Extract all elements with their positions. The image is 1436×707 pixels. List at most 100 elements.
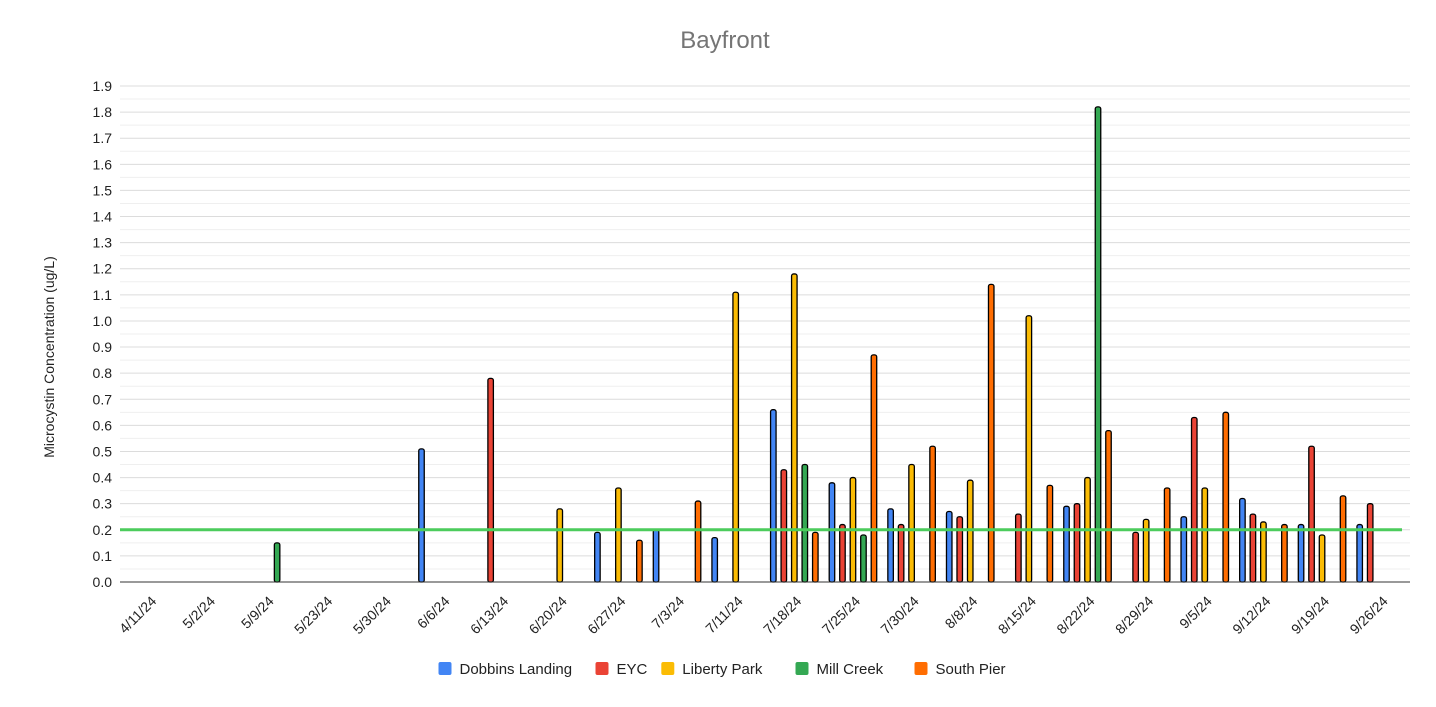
y-tick-label: 1.9 [93, 78, 113, 94]
x-tick-label: 7/18/24 [760, 593, 804, 637]
bar [839, 523, 846, 583]
x-tick-label: 7/30/24 [877, 593, 921, 637]
bar [487, 377, 495, 583]
x-tick-label: 9/19/24 [1288, 593, 1332, 637]
legend-swatch [914, 662, 928, 675]
y-tick-label: 0.2 [93, 522, 113, 538]
bar [1105, 429, 1112, 583]
y-tick-label: 0.0 [93, 574, 113, 590]
bar [1339, 495, 1347, 583]
x-tick-label: 6/27/24 [584, 593, 628, 637]
y-axis-ticks: 0.0 0.1 0.2 0.3 0.4 0.5 0.6 0.7 0.8 0.9 1.0 1.1 1.2 1… [93, 78, 113, 590]
bar [1132, 531, 1140, 583]
y-tick-label: 0.6 [93, 417, 113, 433]
bar [1239, 497, 1246, 583]
bar [860, 534, 867, 583]
y-tick-label: 1.4 [93, 209, 113, 225]
bar [769, 409, 777, 583]
legend-swatch [795, 662, 809, 675]
bar [1222, 411, 1230, 583]
y-tick-label: 0.5 [93, 443, 113, 459]
bar [1356, 523, 1364, 583]
bars [273, 106, 1374, 583]
legend-label: EYC [617, 661, 648, 678]
legend-label: Mill Creek [817, 661, 884, 678]
x-tick-label: 8/22/24 [1053, 593, 1097, 637]
bar [1163, 487, 1171, 583]
bar [732, 291, 740, 583]
y-tick-label: 0.4 [93, 470, 113, 486]
y-tick-label: 0.8 [93, 365, 113, 381]
bar [1366, 503, 1374, 583]
x-tick-label: 5/9/24 [238, 593, 277, 632]
bar [929, 445, 936, 583]
bar [273, 542, 281, 583]
bar [956, 516, 964, 583]
bar [594, 531, 601, 583]
x-tick-label: 6/6/24 [414, 593, 453, 632]
x-axis-ticks: 4/11/24 5/2/24 5/9/24 5/23/24 5/30/24 6/6/24 6… [116, 593, 1391, 637]
x-tick-label: 8/8/24 [942, 593, 981, 632]
x-tick-label: 6/13/24 [467, 593, 511, 637]
bar [1281, 523, 1288, 583]
bar [1180, 516, 1188, 583]
x-tick-label: 7/11/24 [702, 593, 746, 637]
bar [828, 482, 836, 583]
legend-label: Dobbins Landing [460, 661, 573, 678]
bar [694, 500, 702, 583]
legend-swatch [438, 662, 452, 675]
legend-swatch [661, 662, 675, 675]
x-tick-label: 5/23/24 [291, 593, 335, 637]
y-tick-label: 1.2 [93, 261, 113, 277]
bar [811, 531, 819, 583]
bar [615, 487, 622, 583]
y-tick-label: 1.6 [93, 156, 113, 172]
x-tick-label: 5/2/24 [179, 593, 218, 632]
x-tick-label: 4/11/24 [116, 593, 160, 637]
bar [1190, 416, 1198, 583]
bar [1014, 513, 1022, 583]
bar [636, 539, 643, 583]
bar [1201, 487, 1209, 583]
x-tick-label: 7/3/24 [648, 593, 687, 632]
bar [652, 529, 660, 583]
y-tick-label: 0.1 [93, 548, 113, 564]
legend-label: Liberty Park [682, 661, 763, 678]
chart-title: Bayfront [680, 27, 770, 54]
bar [1073, 503, 1081, 583]
bar [870, 354, 878, 583]
bar [945, 510, 953, 583]
y-tick-label: 1.3 [93, 235, 113, 251]
bar [1297, 523, 1305, 583]
legend-label: South Pier [936, 661, 1006, 678]
x-tick-label: 8/29/24 [1112, 593, 1156, 637]
y-tick-label: 1.5 [93, 182, 113, 198]
bar [908, 463, 915, 583]
legend-swatch [595, 662, 609, 675]
y-tick-label: 1.1 [93, 287, 113, 303]
bar [556, 508, 564, 583]
y-tick-label: 0.3 [93, 496, 113, 512]
bar [1318, 534, 1326, 583]
x-tick-label: 7/25/24 [819, 593, 863, 637]
legend: Dobbins Landing EYC Liberty Park Mill Creek… [438, 661, 1006, 678]
y-tick-label: 0.7 [93, 391, 113, 407]
x-tick-label: 5/30/24 [350, 593, 394, 637]
x-tick-label: 9/5/24 [1176, 593, 1215, 632]
bar [711, 536, 719, 583]
x-tick-label: 9/26/24 [1346, 593, 1390, 637]
bar [1063, 505, 1070, 583]
bar [790, 273, 798, 583]
x-tick-label: 9/12/24 [1229, 593, 1273, 637]
bar [780, 469, 788, 583]
bar [418, 448, 425, 583]
bar [801, 463, 809, 583]
bar [987, 283, 995, 583]
bar [1025, 315, 1033, 583]
bar [897, 523, 905, 583]
gridlines [120, 85, 1410, 570]
y-tick-label: 0.9 [93, 339, 113, 355]
y-tick-label: 1.7 [93, 130, 113, 146]
